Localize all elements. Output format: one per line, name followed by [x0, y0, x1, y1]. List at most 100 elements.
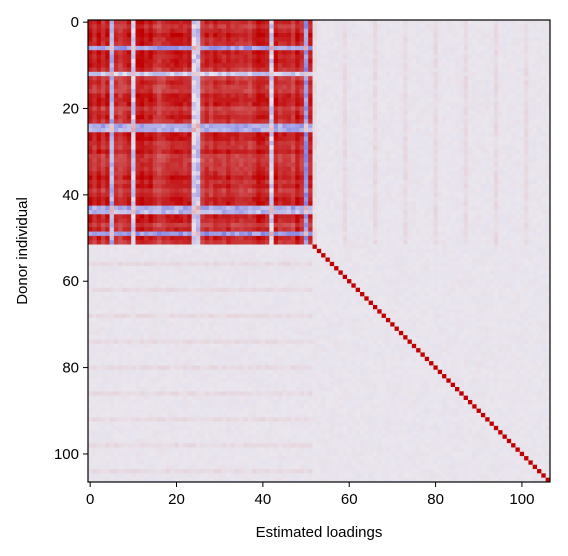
heatmap-cell: [455, 197, 460, 202]
heatmap-cell: [152, 110, 158, 116]
heatmap-cell: [217, 158, 223, 163]
heatmap-cell: [433, 179, 439, 185]
heatmap-cell: [182, 192, 188, 198]
heatmap-cell: [407, 80, 413, 86]
heatmap-cell: [342, 50, 348, 55]
heatmap-cell: [342, 179, 348, 185]
heatmap-cell: [455, 140, 460, 146]
heatmap-cell: [519, 175, 525, 181]
heatmap-cell: [126, 58, 132, 64]
heatmap-cell: [360, 71, 365, 77]
heatmap-cell: [239, 54, 244, 60]
heatmap-cell: [385, 106, 391, 112]
heatmap-cell: [308, 171, 313, 176]
heatmap-cell: [390, 63, 395, 68]
heatmap-cell: [368, 106, 374, 112]
heatmap-cell: [269, 58, 275, 64]
heatmap-cell: [312, 140, 318, 146]
heatmap-cell: [498, 50, 503, 55]
heatmap-cell: [532, 114, 538, 120]
heatmap-cell: [342, 158, 348, 163]
heatmap-cell: [424, 67, 430, 73]
heatmap-cell: [545, 76, 551, 81]
heatmap-cell: [195, 149, 201, 155]
heatmap-cell: [360, 58, 365, 64]
heatmap-cell: [204, 84, 210, 90]
heatmap-cell: [200, 80, 205, 86]
heatmap-cell: [446, 24, 452, 29]
heatmap-cell: [489, 162, 495, 168]
heatmap-cell: [295, 93, 300, 99]
heatmap-cell: [290, 24, 296, 29]
heatmap-cell: [498, 45, 503, 51]
heatmap-cell: [295, 110, 300, 116]
heatmap-cell: [416, 58, 421, 64]
heatmap-cell: [360, 93, 365, 99]
heatmap-cell: [170, 149, 175, 155]
heatmap-cell: [398, 84, 404, 90]
heatmap-cell: [92, 140, 97, 146]
heatmap-cell: [372, 153, 378, 159]
heatmap-cell: [226, 171, 231, 176]
heatmap-cell: [88, 93, 93, 99]
heatmap-cell: [407, 188, 413, 194]
heatmap-cell: [204, 209, 210, 215]
heatmap-cell: [338, 119, 344, 124]
heatmap-cell: [377, 123, 382, 129]
heatmap-cell: [187, 205, 192, 211]
heatmap-cell: [385, 114, 391, 120]
heatmap-cell: [524, 28, 529, 34]
heatmap-cell: [506, 179, 512, 185]
heatmap-cell: [455, 84, 460, 90]
heatmap-cell: [312, 175, 318, 181]
heatmap-cell: [463, 97, 469, 103]
heatmap-cell: [239, 102, 244, 107]
heatmap-cell: [351, 188, 357, 194]
heatmap-cell: [226, 50, 231, 55]
heatmap-cell: [226, 179, 231, 185]
heatmap-cell: [247, 192, 253, 198]
heatmap-cell: [437, 197, 443, 202]
heatmap-cell: [329, 76, 335, 81]
heatmap-cell: [472, 197, 477, 202]
heatmap-cell: [126, 175, 132, 181]
heatmap-cell: [88, 145, 93, 150]
heatmap-cell: [226, 97, 231, 103]
heatmap-cell: [213, 136, 218, 142]
heatmap-cell: [226, 102, 231, 107]
heatmap-cell: [316, 192, 322, 198]
heatmap-cell: [338, 32, 344, 38]
heatmap-cell: [273, 24, 279, 29]
heatmap-cell: [472, 123, 477, 129]
heatmap-cell: [459, 140, 464, 146]
heatmap-cell: [295, 201, 300, 207]
heatmap-cell: [506, 166, 512, 172]
heatmap-cell: [109, 54, 115, 60]
heatmap-cell: [459, 102, 464, 107]
heatmap-cell: [316, 37, 322, 42]
heatmap-cell: [260, 71, 266, 77]
heatmap-cell: [372, 145, 378, 150]
heatmap-cell: [252, 63, 257, 68]
heatmap-cell: [295, 106, 300, 112]
heatmap-cell: [122, 205, 128, 211]
heatmap-cell: [429, 171, 434, 176]
heatmap-cell: [524, 119, 529, 124]
heatmap-cell: [277, 102, 283, 107]
heatmap-cell: [437, 89, 443, 94]
heatmap-cell: [325, 50, 331, 55]
heatmap-cell: [290, 132, 296, 137]
heatmap-cell: [217, 93, 223, 99]
heatmap-cell: [213, 158, 218, 163]
heatmap-cell: [355, 179, 361, 185]
heatmap-cell: [480, 119, 486, 124]
heatmap-cell: [182, 24, 188, 29]
heatmap-cell: [200, 214, 205, 219]
heatmap-cell: [260, 209, 266, 215]
heatmap-cell: [515, 188, 521, 194]
heatmap-cell: [459, 24, 464, 29]
heatmap-cell: [455, 175, 460, 181]
heatmap-cell: [295, 20, 300, 25]
heatmap-cell: [152, 63, 158, 68]
heatmap-cell: [424, 84, 430, 90]
